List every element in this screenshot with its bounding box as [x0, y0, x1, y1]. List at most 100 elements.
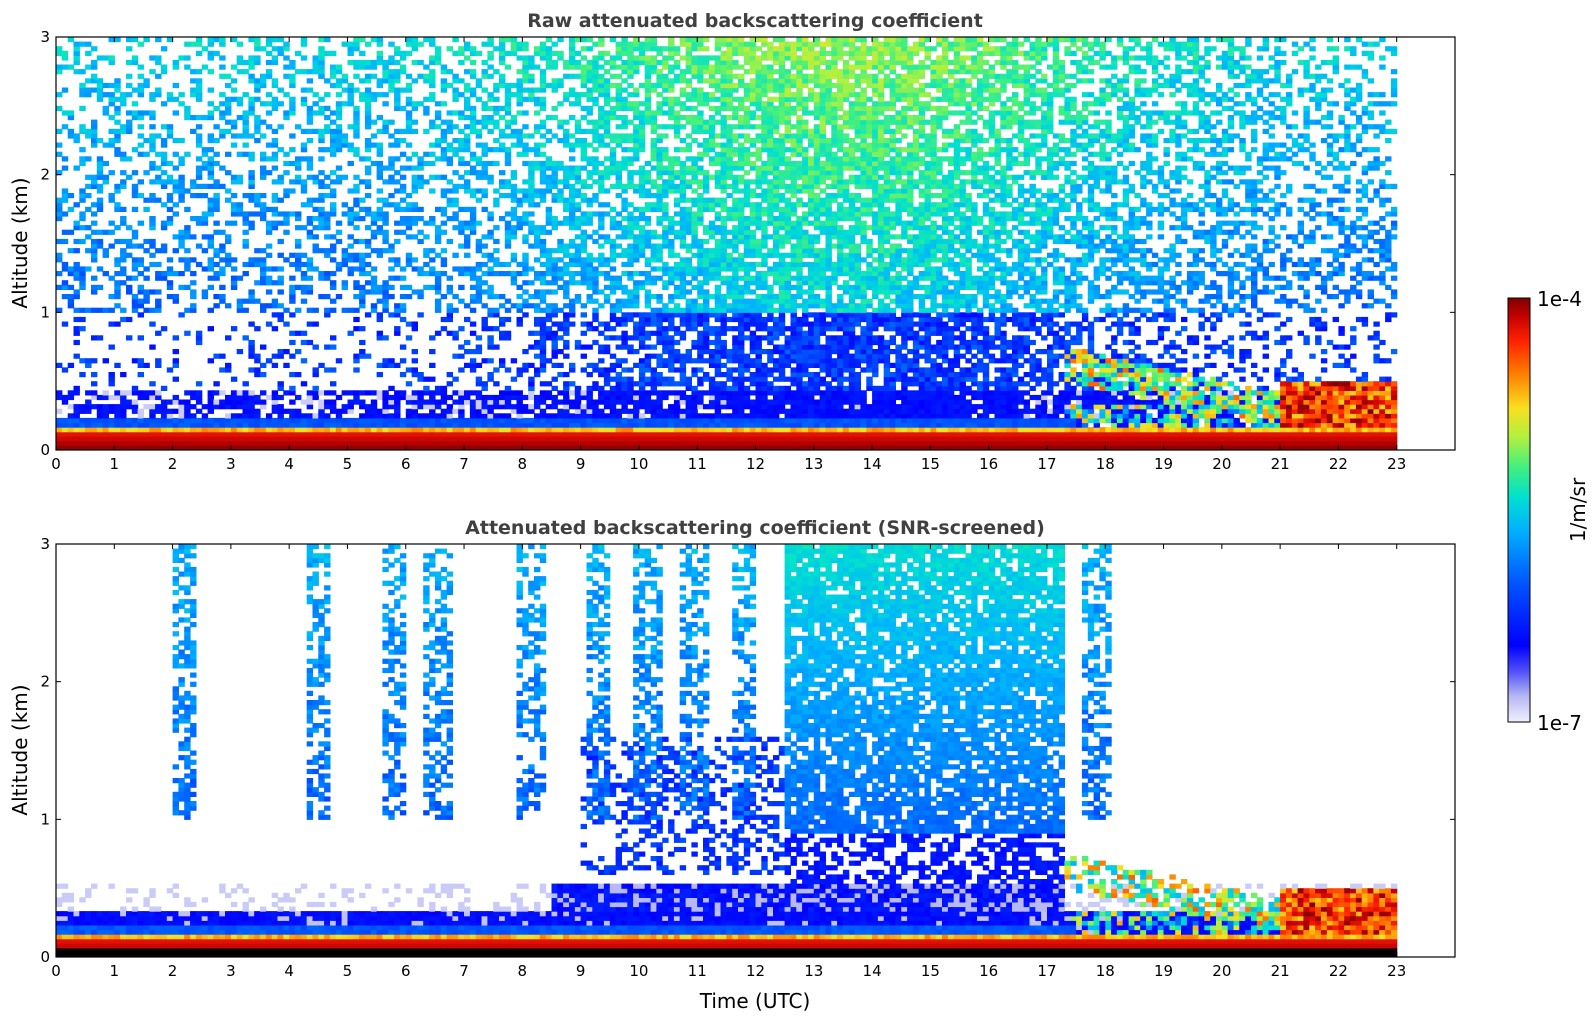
heatmap-cell — [481, 101, 488, 107]
heatmap-cell — [423, 436, 430, 442]
heatmap-cell — [627, 252, 634, 258]
heatmap-cell — [662, 394, 669, 401]
heatmap-cell — [563, 174, 570, 180]
heatmap-cell — [277, 381, 284, 387]
heatmap-cell — [399, 394, 407, 401]
heatmap-cell — [703, 417, 710, 424]
heatmap-cell — [638, 399, 646, 405]
heatmap-cell — [487, 404, 494, 410]
heatmap-cell — [353, 119, 360, 125]
heatmap-cell — [114, 436, 121, 442]
heatmap-cell — [324, 193, 331, 199]
heatmap-cell — [190, 294, 197, 300]
heatmap-cell — [265, 303, 273, 309]
heatmap-cell — [609, 37, 617, 43]
heatmap-cell — [207, 156, 214, 162]
heatmap-cell — [265, 229, 273, 235]
heatmap-cell — [557, 431, 564, 437]
heatmap-cell — [703, 179, 710, 185]
heatmap-cell — [673, 399, 681, 405]
heatmap-cell — [184, 55, 191, 61]
heatmap-cell — [91, 220, 98, 226]
heatmap-cell — [166, 294, 174, 300]
heatmap-cell — [586, 92, 593, 98]
heatmap-cell — [574, 408, 582, 414]
heatmap-cell — [277, 316, 284, 323]
heatmap-cell — [452, 408, 459, 414]
heatmap-cell — [551, 344, 558, 350]
heatmap-cell — [621, 59, 628, 66]
heatmap-cell — [487, 358, 494, 364]
heatmap-cell — [166, 160, 174, 167]
heatmap-cell — [708, 257, 716, 263]
heatmap-cell — [155, 394, 162, 401]
heatmap-cell — [493, 440, 500, 446]
heatmap-cell — [429, 69, 436, 75]
heatmap-cell — [300, 128, 308, 134]
heatmap-cell — [108, 197, 115, 203]
heatmap-cell — [580, 82, 587, 89]
heatmap-cell — [399, 344, 407, 350]
heatmap-cell — [300, 252, 308, 258]
heatmap-cell — [85, 64, 92, 70]
heatmap-cell — [714, 243, 722, 249]
heatmap-cell — [318, 170, 325, 176]
heatmap-cell — [306, 431, 314, 437]
heatmap-cell — [67, 362, 75, 368]
heatmap-cell — [318, 37, 325, 43]
heatmap-cell — [429, 422, 436, 428]
heatmap-cell — [452, 183, 459, 189]
heatmap-cell — [446, 275, 453, 281]
heatmap-cell — [563, 128, 570, 134]
heatmap-cell — [708, 248, 716, 254]
heatmap-cell — [85, 440, 92, 446]
heatmap-cell — [609, 280, 617, 286]
heatmap-cell — [598, 174, 605, 180]
heatmap-cell — [650, 202, 657, 208]
heatmap-cell — [539, 445, 547, 450]
heatmap-cell — [522, 59, 529, 66]
heatmap-cell — [685, 55, 692, 61]
heatmap-cell — [469, 362, 477, 368]
heatmap-cell — [609, 252, 617, 258]
heatmap-cell — [633, 417, 640, 424]
heatmap-cell — [668, 229, 675, 235]
heatmap-cell — [493, 248, 500, 254]
heatmap-cell — [271, 46, 279, 52]
heatmap-cell — [306, 427, 314, 433]
heatmap-cell — [510, 390, 518, 396]
heatmap-cell — [330, 211, 337, 217]
heatmap-cell — [295, 413, 302, 419]
heatmap-cell — [481, 243, 488, 249]
heatmap-cell — [650, 417, 657, 424]
heatmap-cell — [662, 445, 669, 450]
heatmap-cell — [691, 298, 698, 304]
heatmap-cell — [493, 399, 500, 405]
heatmap-cell — [91, 211, 98, 217]
heatmap-cell — [697, 349, 704, 355]
heatmap-cell — [382, 216, 389, 222]
heatmap-cell — [405, 408, 413, 414]
heatmap-cell — [242, 271, 249, 277]
heatmap-cell — [195, 92, 203, 98]
heatmap-cell — [335, 124, 343, 130]
heatmap-cell — [633, 59, 640, 66]
heatmap-cell — [516, 303, 523, 309]
heatmap-cell — [638, 422, 646, 428]
heatmap-cell — [190, 307, 197, 313]
heatmap-cell — [708, 427, 716, 433]
heatmap-cell — [201, 422, 209, 428]
heatmap-cell — [563, 312, 570, 318]
heatmap-cell — [394, 69, 401, 75]
heatmap-cell — [563, 339, 570, 346]
heatmap-cell — [364, 417, 372, 424]
heatmap-cell — [219, 271, 226, 277]
heatmap-cell — [697, 96, 704, 102]
heatmap-cell — [295, 261, 302, 268]
heatmap-cell — [254, 367, 261, 373]
heatmap-cell — [289, 330, 296, 336]
heatmap-cell — [347, 50, 354, 56]
heatmap-cell — [230, 404, 238, 410]
heatmap-cell — [499, 179, 506, 185]
heatmap-cell — [615, 381, 622, 387]
